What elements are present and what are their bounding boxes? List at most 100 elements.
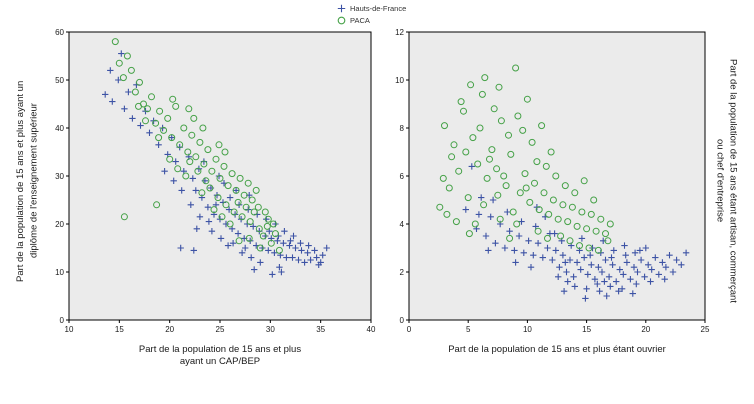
data-point-plus — [562, 259, 569, 266]
data-point-plus — [555, 273, 562, 280]
data-point-plus — [168, 134, 175, 141]
data-point-plus — [641, 273, 648, 280]
data-point-circle — [528, 138, 536, 146]
data-point-circle — [230, 208, 238, 216]
data-point-plus — [587, 252, 594, 259]
left-y-axis-title: Part de la population de 15 ans et plus … — [15, 80, 40, 282]
data-point-plus — [307, 256, 314, 264]
data-point-circle — [199, 124, 207, 132]
data-point-circle — [216, 174, 224, 182]
data-point-circle — [188, 131, 196, 139]
data-point-circle — [228, 170, 236, 178]
data-point-plus — [161, 168, 168, 175]
data-point-circle — [594, 246, 602, 254]
data-point-plus — [238, 249, 246, 256]
data-point-plus — [551, 230, 558, 237]
data-point-plus — [177, 244, 184, 252]
data-point-plus — [645, 261, 652, 268]
data-point-plus — [559, 252, 567, 259]
data-point-plus — [630, 264, 638, 271]
data-point-circle — [218, 213, 226, 221]
data-point-circle — [512, 64, 520, 72]
data-point-circle — [248, 196, 256, 204]
data-point-circle — [522, 184, 530, 192]
data-point-plus — [290, 232, 297, 240]
data-point-plus — [298, 247, 305, 254]
y-tick-label: 20 — [55, 220, 64, 229]
data-point-circle — [172, 102, 180, 110]
data-point-plus — [205, 218, 213, 225]
data-point-plus — [603, 292, 610, 300]
right-chart: 0 5 10 15 20 25 0 2 4 6 8 10 12 Part de la populatio… — [381, 26, 740, 369]
data-point-circle — [526, 198, 534, 206]
data-point-plus — [588, 261, 595, 268]
data-point-circle — [496, 215, 504, 223]
data-point-circle — [202, 177, 210, 185]
data-point-plus — [563, 268, 570, 276]
data-point-plus — [652, 254, 659, 261]
data-point-circle — [226, 220, 234, 228]
data-point-circle — [236, 174, 244, 182]
data-point-circle — [242, 203, 250, 211]
data-point-plus — [489, 196, 497, 204]
data-point-plus — [578, 235, 586, 242]
data-point-circle — [245, 234, 253, 242]
data-point-plus — [292, 244, 299, 252]
data-point-plus — [115, 76, 122, 84]
legend: Hauts-de-France PACA — [336, 3, 406, 26]
data-point-plus — [622, 252, 629, 259]
data-point-circle — [244, 179, 252, 187]
data-point-circle — [566, 237, 574, 245]
data-point-circle — [544, 234, 551, 242]
data-point-circle — [144, 105, 151, 113]
data-point-circle — [142, 117, 149, 125]
data-point-circle — [523, 95, 531, 103]
data-point-circle — [194, 167, 202, 175]
data-point-circle — [462, 148, 470, 156]
data-point-circle — [185, 105, 193, 113]
data-point-plus — [234, 230, 242, 237]
data-point-plus — [265, 247, 272, 254]
data-point-circle — [552, 172, 560, 180]
y-tick-label: 4 — [400, 220, 405, 229]
data-point-plus — [609, 261, 616, 268]
data-point-plus — [506, 228, 513, 235]
data-point-plus — [662, 264, 670, 271]
data-point-plus — [582, 295, 589, 302]
data-point-plus — [482, 232, 490, 240]
data-point-plus — [289, 254, 296, 261]
data-point-circle — [538, 122, 546, 130]
data-point-circle — [136, 78, 143, 86]
data-point-plus — [257, 259, 264, 266]
data-point-circle — [439, 174, 447, 182]
charts-row: Part de la population de 15 ans et plus … — [15, 26, 740, 369]
data-point-plus — [648, 266, 655, 273]
data-point-plus — [478, 194, 485, 201]
data-point-plus — [647, 278, 654, 285]
data-point-plus — [549, 256, 556, 264]
data-point-plus — [544, 244, 551, 252]
data-point-plus — [297, 240, 304, 247]
data-point-plus — [492, 240, 499, 247]
data-point-plus — [250, 223, 257, 230]
data-point-circle — [190, 114, 198, 122]
data-point-plus — [634, 268, 641, 276]
data-point-circle — [480, 201, 488, 209]
data-point-circle — [220, 162, 228, 170]
data-point-plus — [573, 259, 581, 266]
data-point-plus — [301, 259, 308, 266]
data-point-circle — [155, 134, 163, 142]
data-point-plus — [281, 228, 288, 235]
data-point-plus — [311, 247, 318, 254]
data-point-circle — [450, 141, 458, 149]
data-point-circle — [547, 148, 555, 156]
data-point-circle — [486, 155, 493, 163]
data-point-circle — [127, 66, 135, 74]
data-point-circle — [509, 208, 517, 216]
data-point-circle — [254, 203, 262, 211]
legend-item-paca: PACA — [336, 15, 406, 26]
data-point-plus — [504, 208, 511, 216]
x-tick-label: 30 — [266, 325, 275, 334]
data-point-plus — [278, 268, 285, 276]
data-point-circle — [571, 189, 579, 197]
